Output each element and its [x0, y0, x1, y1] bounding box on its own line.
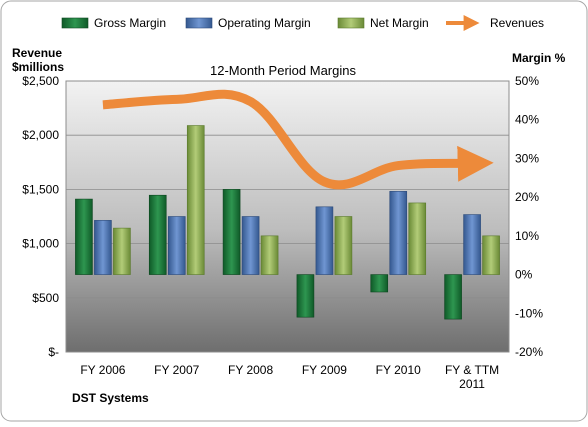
bar-net-margin-fy-2009 [334, 216, 353, 275]
bar-net-margin-fy-2008 [260, 235, 279, 275]
right-tick-label: 50% [515, 74, 539, 88]
left-tick-label: $500 [32, 291, 59, 305]
bar-net-margin-fy-2010 [408, 202, 427, 275]
left-axis-title-line2: $millions [12, 60, 64, 74]
x-tick-label: 2011 [459, 377, 485, 391]
legend-swatch-gross-margin [61, 17, 89, 29]
x-tick-label: FY 2009 [302, 363, 347, 377]
source-label: DST Systems [72, 391, 149, 405]
legend-swatch-operating-margin [185, 17, 213, 29]
legend-item-gross-margin: Gross Margin [61, 16, 166, 30]
legend-label-gross-margin: Gross Margin [94, 16, 166, 30]
legend-item-revenues: Revenues [446, 15, 544, 31]
legend-swatch-net-margin [337, 17, 365, 29]
bar-gross-margin-fy-2010 [370, 274, 389, 293]
x-tick-label: FY 2006 [80, 363, 125, 377]
right-tick-label: 0% [515, 268, 533, 282]
revenue-line-path [102, 89, 494, 190]
left-tick-label: $1,500 [22, 182, 59, 196]
legend-label-revenues: Revenues [490, 16, 544, 30]
right-tick-label: 10% [515, 229, 539, 243]
legend-item-operating-margin: Operating Margin [185, 16, 311, 30]
left-axis-ticks: $- $500 $1,000 $1,500 $2,000 $2,500 [22, 74, 59, 359]
revenue-line [102, 89, 494, 190]
bar-net-margin-fy-ttm-2011 [482, 235, 500, 275]
legend: Gross Margin Operating Margin Net Margin… [61, 15, 544, 31]
legend-label-net-margin: Net Margin [370, 16, 429, 30]
bar-operating-margin-fy-2006 [94, 220, 112, 275]
x-tick-label: FY & TTM [445, 363, 499, 377]
right-axis-ticks: -20% -10% 0% 10% 20% 30% 40% 50% [515, 74, 543, 359]
chart-title: 12-Month Period Margins [210, 63, 356, 78]
right-tick-label: -10% [515, 306, 543, 320]
left-tick-label: $2,500 [22, 74, 59, 88]
right-axis-title: Margin % [512, 51, 566, 65]
x-tick-label: FY 2010 [376, 363, 421, 377]
right-tick-label: 40% [515, 113, 539, 127]
left-tick-label: $2,000 [22, 128, 59, 142]
right-tick-label: 30% [515, 151, 539, 165]
legend-label-operating-margin: Operating Margin [218, 16, 311, 30]
bar-gross-margin-fy-2008 [222, 189, 241, 275]
bars [75, 125, 500, 320]
bar-operating-margin-fy-ttm-2011 [463, 214, 481, 275]
bar-net-margin-fy-2006 [113, 227, 131, 275]
bar-operating-margin-fy-2010 [389, 191, 408, 275]
bar-gross-margin-fy-2006 [75, 198, 93, 275]
x-axis-ticks: FY 2006 FY 2007 FY 2008 FY 2009 FY 2010 FY & … [80, 363, 499, 391]
bar-operating-margin-fy-2008 [241, 216, 260, 275]
left-tick-label: $- [48, 345, 59, 359]
x-tick-label: FY 2008 [228, 363, 273, 377]
x-tick-label: FY 2007 [154, 363, 199, 377]
left-tick-label: $1,000 [22, 237, 59, 251]
bar-operating-margin-fy-2009 [315, 206, 334, 275]
bar-gross-margin-fy-2007 [148, 194, 167, 275]
bar-gross-margin-fy-2009 [296, 274, 315, 318]
legend-item-net-margin: Net Margin [337, 16, 429, 30]
gridlines [66, 80, 509, 353]
bar-operating-margin-fy-2007 [167, 216, 186, 275]
right-tick-label: -20% [515, 345, 543, 359]
left-axis-title-line1: Revenue [12, 46, 62, 60]
bar-gross-margin-fy-ttm-2011 [444, 274, 462, 320]
right-tick-label: 20% [515, 190, 539, 204]
bar-net-margin-fy-2007 [186, 125, 205, 275]
plot-area [65, 80, 510, 353]
